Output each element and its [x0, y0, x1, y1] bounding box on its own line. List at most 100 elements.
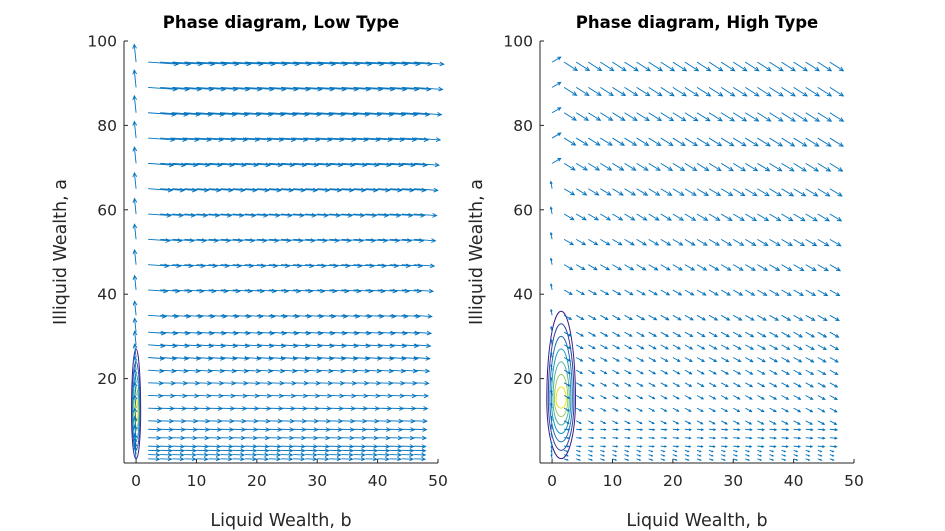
high-type-arrow — [550, 423, 553, 430]
high-type-arrow — [576, 344, 584, 350]
high-type-arrow — [709, 445, 716, 448]
low-type-arrow — [401, 162, 428, 168]
high-type-arrow — [648, 436, 656, 440]
high-type-arrow — [781, 331, 791, 338]
high-type-arrow — [696, 344, 706, 350]
high-type-arrow — [660, 289, 671, 296]
low-type-arrow — [196, 137, 224, 142]
high-type-arrow — [563, 137, 577, 146]
high-type-arrow — [612, 344, 621, 350]
high-type-arrow — [660, 420, 668, 425]
high-type-arrow — [660, 213, 672, 221]
high-type-arrow — [563, 61, 579, 72]
high-type-arrow — [720, 61, 736, 72]
low-type-arrow — [148, 187, 174, 193]
high-type-arrow — [805, 369, 815, 375]
high-type-arrow — [648, 382, 656, 387]
high-type-arrow — [551, 56, 562, 63]
high-type-arrow — [781, 61, 796, 72]
high-type-arrow — [745, 289, 756, 296]
high-type-arrow — [708, 395, 717, 400]
high-type-arrow — [745, 238, 757, 246]
high-type-arrow — [612, 369, 620, 375]
high-type-arrow — [576, 382, 583, 387]
high-type-arrow — [769, 357, 779, 363]
low-type-arrow — [341, 330, 360, 336]
low-type-arrow — [293, 330, 312, 336]
low-type-arrow — [148, 313, 168, 319]
high-type-arrow — [672, 61, 688, 72]
low-type-arrow — [377, 343, 396, 349]
low-type-arrow — [196, 238, 220, 243]
high-type-arrow — [564, 428, 571, 431]
high-type-arrow — [745, 428, 753, 432]
low-type-arrow — [256, 452, 270, 457]
high-type-arrow — [745, 344, 755, 350]
high-type-arrow — [732, 162, 747, 172]
low-type-arrow — [172, 288, 193, 294]
high-type-arrow — [720, 162, 734, 172]
low-type-arrow — [172, 444, 186, 449]
low-type-arrow — [353, 343, 372, 349]
low-type-arrow — [184, 313, 204, 319]
high-type-arrow — [708, 314, 719, 321]
high-type-arrow — [769, 436, 777, 440]
low-type-arrow — [317, 162, 344, 168]
low-type-arrow — [172, 355, 190, 361]
high-type-arrow — [757, 407, 765, 413]
low-type-arrow — [132, 120, 138, 139]
high-type-arrow — [720, 458, 726, 461]
high-type-arrow — [612, 454, 618, 457]
high-type-x-axis-label: Liquid Wealth, b — [626, 511, 767, 531]
low-type-arrow — [244, 212, 269, 218]
low-type-arrow — [293, 456, 306, 462]
low-type-arrow — [256, 313, 276, 319]
high-type-arrow — [684, 395, 692, 400]
high-type-arrow — [732, 61, 748, 72]
high-type-arrow — [563, 264, 574, 271]
low-type-arrow — [293, 162, 320, 168]
high-type-arrow — [636, 238, 648, 246]
high-type-axes: 0 10 20 30 40 50 20 40 60 80 100 — [503, 33, 863, 491]
high-type-arrow — [793, 137, 808, 147]
low-type-arrow — [256, 288, 278, 294]
high-type-arrow — [636, 445, 643, 448]
high-type-arrow — [733, 331, 743, 338]
low-type-arrow — [401, 238, 425, 243]
high-type-arrow — [648, 314, 658, 321]
low-type-arrow — [377, 137, 405, 142]
high-type-arrow — [793, 395, 802, 400]
high-type-arrow — [781, 454, 787, 457]
high-type-x-tick-label: 50 — [844, 472, 864, 490]
high-type-arrow — [624, 407, 631, 412]
high-type-arrow — [757, 188, 770, 197]
high-type-arrow — [624, 314, 634, 321]
high-type-arrow — [817, 331, 828, 338]
low-type-arrow — [148, 212, 172, 218]
high-type-arrow — [733, 395, 741, 400]
high-type-arrow — [696, 445, 704, 448]
low-type-arrow — [341, 162, 368, 168]
low-type-arrow — [184, 448, 198, 453]
high-type-quiver-arrows — [549, 56, 845, 461]
high-type-arrow — [624, 188, 637, 196]
low-type-arrow — [196, 313, 216, 319]
high-type-arrow — [563, 213, 575, 221]
high-type-arrow — [757, 331, 767, 338]
low-type-arrow — [256, 343, 275, 349]
high-type-arrow — [829, 112, 845, 122]
low-type-arrow — [268, 212, 293, 218]
low-type-arrow — [413, 393, 430, 399]
low-type-arrow — [389, 355, 407, 361]
low-type-arrow — [329, 444, 343, 449]
high-type-arrow — [550, 445, 553, 451]
low-type-y-tick-label: 100 — [87, 33, 117, 51]
low-type-arrow — [341, 452, 354, 457]
high-type-arrow — [564, 436, 570, 440]
high-type-arrow — [805, 87, 821, 97]
high-type-arrow — [769, 449, 775, 453]
low-type-arrow — [305, 330, 324, 336]
high-type-arrow — [600, 213, 612, 221]
low-type-arrow — [305, 187, 331, 193]
low-type-arrow — [148, 456, 161, 462]
